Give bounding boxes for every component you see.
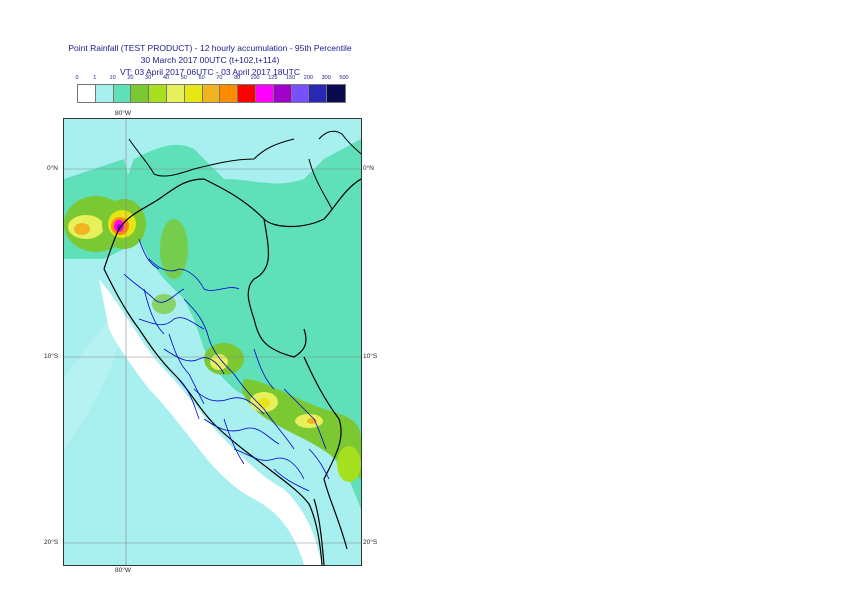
legend-ticks: 0 1 10 20 30 40 50 60 70 80 100 125 150 200 300 500 — [70, 75, 360, 85]
border-ecuador-peru-north — [103, 178, 361, 270]
legend-tick-3: 20 — [127, 75, 134, 81]
lat-label-10s-west: 10°S — [44, 353, 59, 360]
lat-label-20s-east: 20°S — [363, 539, 378, 546]
lat-label-10s-east: 10°S — [363, 353, 378, 360]
legend-tick-15: 500 — [339, 75, 349, 81]
color-legend — [77, 84, 346, 103]
legend-tick-2: 10 — [109, 75, 116, 81]
heavy-rain-nw-peak — [74, 223, 90, 235]
lat-label-0-west: 0°N — [47, 165, 58, 172]
map-svg — [64, 119, 361, 565]
legend-tick-0: 0 — [75, 75, 79, 81]
dry-coast — [99, 279, 322, 565]
legend-swatch-0 — [78, 85, 96, 102]
legend-tick-14: 300 — [321, 75, 331, 81]
legend-tick-7: 60 — [198, 75, 205, 81]
legend-swatch-12 — [291, 85, 310, 102]
rainfall-map: 80°W 0°N — [63, 118, 362, 566]
legend-swatch-7 — [202, 85, 221, 102]
title-line-2: 30 March 2017 00UTC (t+102,t+114) — [140, 55, 280, 65]
legend-swatch-3 — [131, 85, 150, 102]
legend-swatch-9 — [238, 85, 256, 102]
rain-band-central-core — [210, 354, 228, 370]
border-peru-brazil — [247, 218, 307, 358]
legend-swatch-2 — [113, 85, 132, 102]
title-block: Point Rainfall (TEST PRODUCT) - 12 hourl… — [0, 42, 420, 78]
legend-tick-6: 50 — [180, 75, 187, 81]
title-line-1: Point Rainfall (TEST PRODUCT) - 12 hourl… — [68, 43, 352, 53]
legend-tick-4: 30 — [145, 75, 152, 81]
legend-tick-5: 40 — [162, 75, 170, 81]
legend-tick-10: 100 — [250, 75, 260, 81]
border-peru-bolivia — [303, 356, 348, 550]
border-colombia-brazil — [318, 130, 361, 155]
legend-swatch-1 — [95, 85, 114, 102]
lat-label-20s-west: 20°S — [44, 539, 59, 546]
rain-core-se-1-high — [258, 398, 270, 408]
lon-label-top-80w: 80°W — [115, 110, 131, 117]
regional-borders — [123, 238, 330, 492]
legend-tick-12: 150 — [286, 75, 296, 81]
title-line-3: VT: 03 April 2017 06UTC - 03 April 2017 … — [119, 67, 300, 77]
lon-label-bottom-80w: 80°W — [115, 567, 131, 574]
legend-swatch-8 — [220, 85, 239, 102]
legend-tick-11: 125 — [268, 75, 278, 81]
legend-tick-1: 1 — [93, 75, 97, 81]
legend-tick-9: 80 — [234, 75, 241, 81]
rain-band-north — [160, 219, 188, 279]
coastline — [103, 268, 323, 565]
rain-band-titicaca — [337, 446, 361, 482]
legend-swatch-11 — [273, 85, 292, 102]
legend-swatch-10 — [255, 85, 274, 102]
border-colombia-peru — [308, 158, 333, 210]
legend-swatch-6 — [184, 85, 203, 102]
border-ecuador-colombia — [128, 138, 295, 177]
lat-label-0-east: 0°N — [363, 165, 374, 172]
legend-swatch-13 — [309, 85, 328, 102]
heavy-rain-tumbes-max — [116, 224, 122, 230]
legend-swatch-4 — [149, 85, 167, 102]
legend-swatch-14 — [327, 85, 345, 102]
legend-swatch-5 — [166, 85, 185, 102]
border-peru-chile — [313, 498, 325, 565]
offshore-band — [64, 309, 126, 449]
legend-tick-8: 70 — [216, 75, 223, 81]
legend-tick-13: 200 — [303, 75, 313, 81]
